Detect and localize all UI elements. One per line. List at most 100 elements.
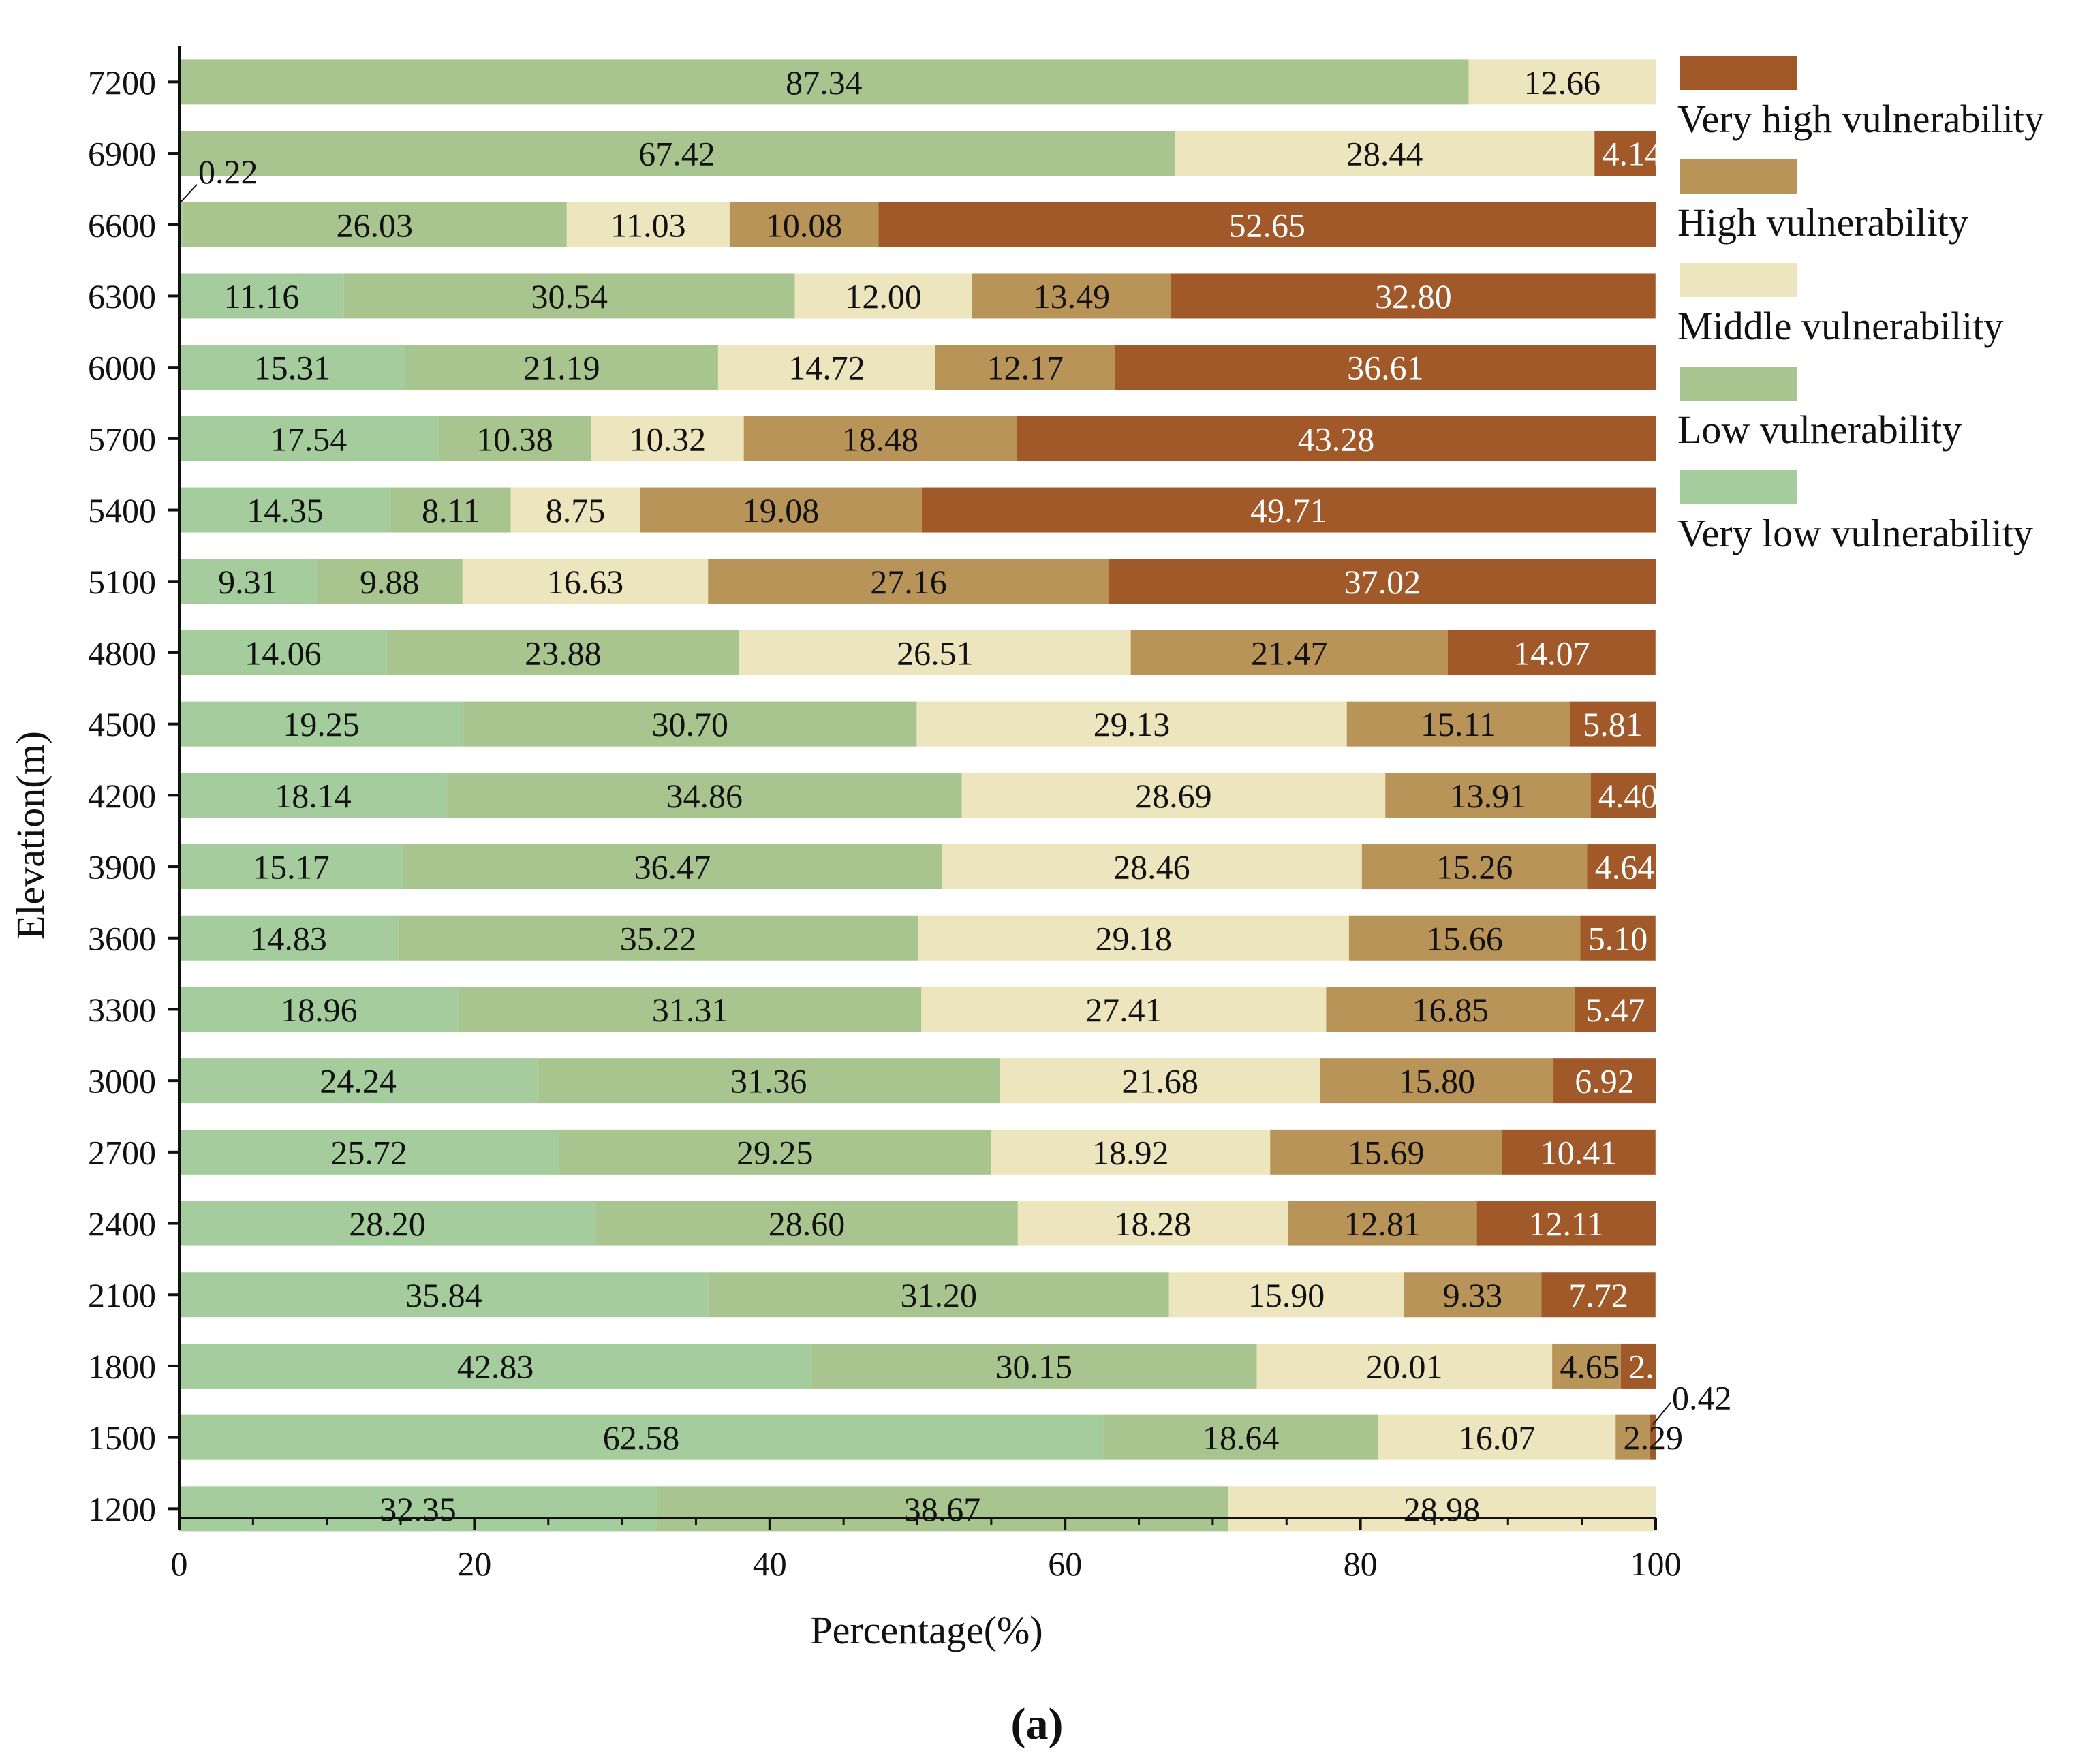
bar-value-label: 4.65 (1560, 1347, 1620, 1385)
bar-segment (1587, 844, 1656, 890)
y-tick-label: 6000 (88, 349, 156, 387)
bar-value-label: 8.75 (546, 491, 606, 529)
bar-segment (1017, 1201, 1288, 1246)
y-tick-label: 5700 (88, 420, 156, 458)
bar-value-label: 13.49 (1034, 277, 1111, 315)
bar-segment (961, 773, 1386, 818)
bar-segment (386, 630, 740, 675)
bar-value-label: 32.35 (380, 1490, 456, 1528)
bar-segment (811, 1343, 1257, 1389)
bar-value-label: 28.46 (1113, 848, 1190, 886)
bar-segment (405, 345, 718, 390)
bar-value-label: 10.38 (476, 420, 553, 458)
bar-segment (179, 273, 344, 319)
bar-segment (179, 131, 1175, 176)
bar-value-label: 15.26 (1436, 848, 1513, 886)
bar-segment (179, 559, 317, 604)
bar-value-label: 28.20 (349, 1205, 426, 1243)
x-tick-label: 40 (753, 1545, 787, 1583)
bar-value-label: 20.01 (1366, 1347, 1443, 1385)
bar-value-label: 14.07 (1513, 634, 1590, 672)
bar-value-label: 16.07 (1459, 1419, 1536, 1457)
y-tick-label: 4800 (88, 634, 156, 672)
leader-line (180, 184, 198, 203)
y-tick-label: 3900 (88, 848, 156, 886)
bar-value-label: 15.17 (253, 848, 330, 886)
bar-segment (743, 416, 1017, 461)
bar-value-label: 12.66 (1524, 63, 1601, 102)
bar-value-label: 24.24 (320, 1062, 397, 1100)
x-axis-title: Percentage(%) (810, 1608, 1042, 1652)
bar-segment (1378, 1414, 1616, 1460)
bar-value-label: 18.14 (275, 777, 352, 815)
leader-line (1652, 1402, 1671, 1425)
bar-value-label: 16.85 (1412, 991, 1489, 1029)
legend-label: High vulnerability (1677, 200, 1968, 245)
bar-segment (991, 1129, 1271, 1175)
bar-segment (708, 1272, 1169, 1318)
bar-value-label: 11.03 (610, 206, 686, 244)
bar-segment (729, 202, 879, 247)
bar-segment (1404, 1272, 1542, 1318)
bar-segment (595, 1201, 1018, 1246)
y-tick-label: 6600 (88, 206, 156, 244)
bar-segment (463, 701, 917, 747)
bar-value-label: 26.51 (897, 634, 974, 672)
bar-segment (179, 773, 448, 818)
bar-segment (179, 1414, 1104, 1460)
bar-segment (343, 273, 795, 319)
bar-value-label: 28.60 (769, 1205, 846, 1243)
bar-value-label: 29.18 (1095, 919, 1172, 957)
bar-value-label: 26.03 (337, 206, 414, 244)
bar-value-label: 4.14 (1603, 135, 1662, 173)
bar-segment (438, 416, 592, 461)
bar-segment (179, 1343, 812, 1389)
bar-value-label: 31.36 (730, 1062, 807, 1100)
bar-value-label: 52.65 (1229, 206, 1306, 244)
bar-value-label: 13.91 (1450, 777, 1527, 815)
bar-value-label: 35.22 (620, 919, 697, 957)
bar-value-label: 18.64 (1203, 1419, 1280, 1457)
bar-segment (921, 487, 1656, 533)
bar-segment (398, 915, 918, 961)
bar-value-label: 23.88 (525, 634, 602, 672)
bar-segment (708, 559, 1109, 604)
bar-segment (179, 1486, 657, 1532)
bar-value-label: 28.44 (1346, 135, 1423, 173)
bar-value-label: 28.98 (1404, 1490, 1481, 1528)
legend-swatch (1680, 56, 1797, 90)
x-tick-label: 0 (171, 1545, 188, 1583)
bar-segment (179, 487, 391, 533)
bar-segment (179, 701, 464, 747)
y-tick-label: 3600 (88, 919, 156, 957)
bar-value-label: 18.92 (1092, 1133, 1169, 1171)
y-tick-label: 3000 (88, 1062, 156, 1100)
bar-value-label: 12.11 (1528, 1205, 1604, 1243)
bar-value-label: 4.64 (1595, 848, 1655, 886)
bar-segment (447, 773, 962, 818)
legend-label: Very high vulnerability (1677, 97, 2044, 141)
legend-swatch (1680, 159, 1797, 194)
bar-value-label: 38.67 (904, 1490, 981, 1528)
bar-segment (537, 1058, 1000, 1104)
bar-segment (935, 345, 1115, 390)
bar-segment (1590, 773, 1656, 818)
bar-value-label: 31.20 (900, 1276, 977, 1314)
bar-segment (1553, 1058, 1656, 1104)
bar-value-label: 49.71 (1250, 491, 1327, 529)
bar-segment (1468, 59, 1656, 105)
y-tick-label: 5400 (88, 491, 156, 529)
bar-value-label: 27.16 (870, 563, 947, 601)
bars-layer (179, 59, 1656, 1532)
bar-segment (1361, 844, 1588, 890)
bar-value-label: 14.72 (788, 349, 865, 387)
bar-segment (182, 202, 567, 247)
y-tick-label: 2100 (88, 1276, 156, 1314)
bar-segment (1174, 131, 1595, 176)
bar-value-label: 34.86 (666, 777, 743, 815)
legend-swatch (1680, 367, 1797, 401)
legend-label: Low vulnerability (1677, 407, 1962, 452)
bar-value-label: 32.80 (1375, 277, 1452, 315)
bar-value-label: 2.29 (1624, 1419, 1684, 1457)
